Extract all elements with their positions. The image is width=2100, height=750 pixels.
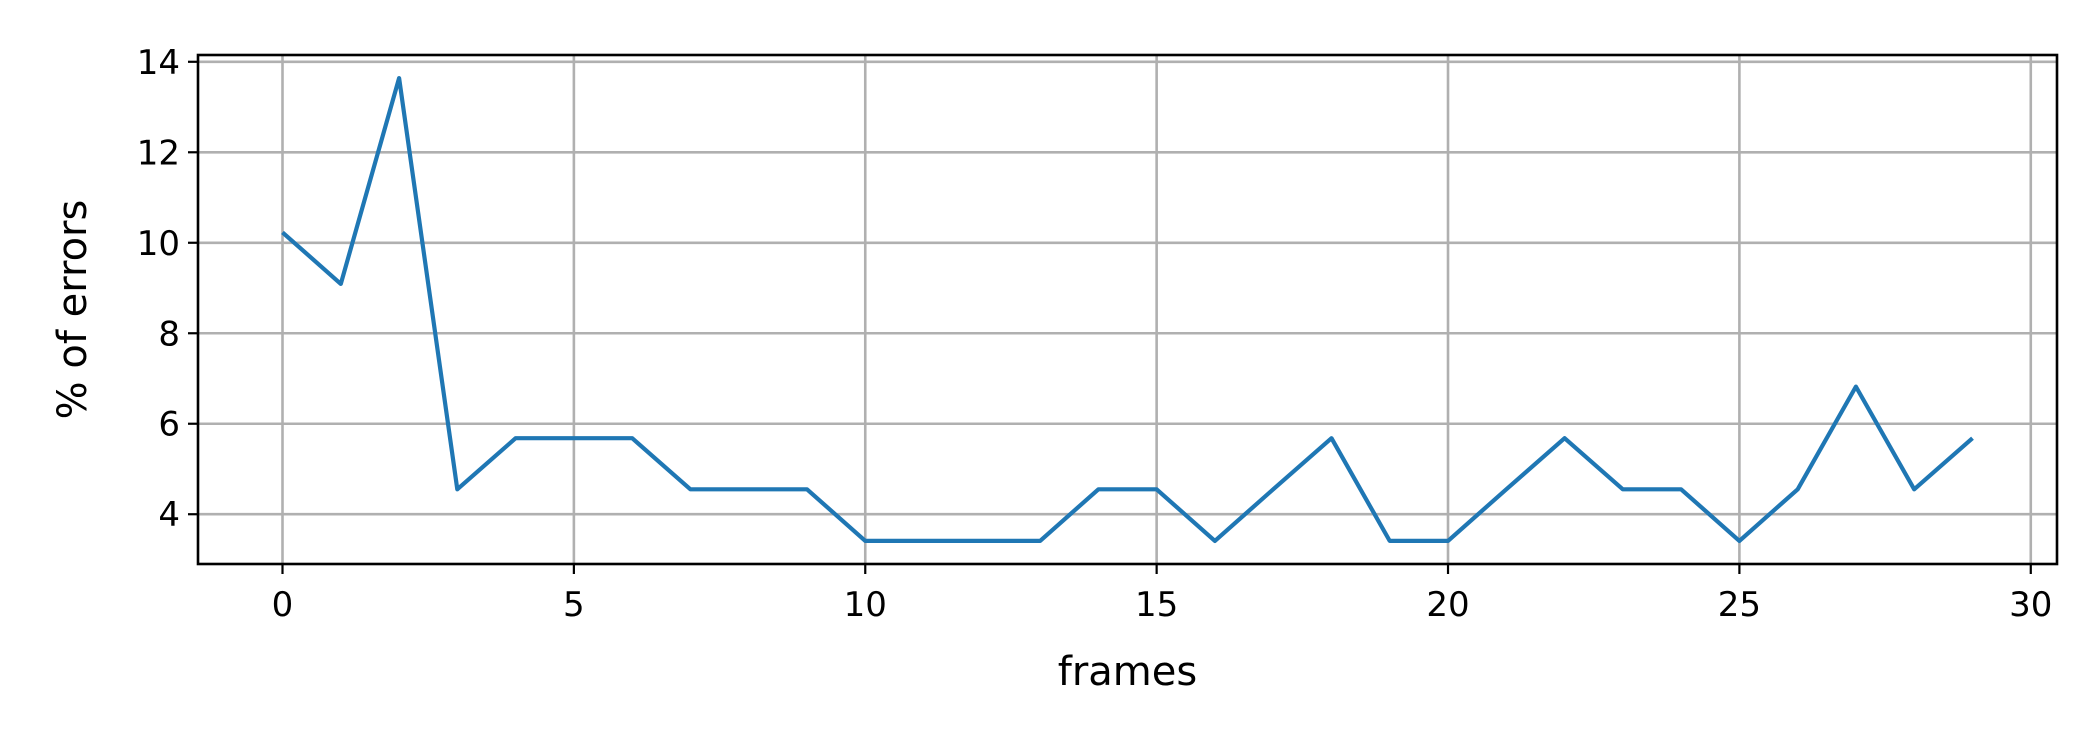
- x-tick-label: 10: [844, 585, 887, 625]
- y-tick-label: 6: [158, 405, 180, 445]
- plot-frame: [196, 53, 2059, 566]
- y-tick-label: 4: [158, 495, 180, 535]
- y-axis-title: % of errors: [50, 200, 96, 420]
- x-tick-label: 30: [2009, 585, 2052, 625]
- x-tick-label: 0: [272, 585, 294, 625]
- x-tick-label: 25: [1718, 585, 1761, 625]
- series-layer: [281, 75, 1974, 544]
- axis-ticks: 0 5 10 15 20 25 30 4 6 8 10 12 14: [137, 43, 2053, 625]
- y-tick-label: 12: [137, 133, 180, 173]
- series-line: [281, 75, 1974, 544]
- y-tick-label: 8: [158, 314, 180, 354]
- x-tick-label: 20: [1426, 585, 1469, 625]
- x-tick-label: 15: [1135, 585, 1178, 625]
- x-axis-title: frames: [1058, 649, 1197, 695]
- grid: [198, 55, 2057, 564]
- y-tick-label: 10: [137, 224, 180, 264]
- y-tick-label: 14: [137, 43, 180, 83]
- x-tick-label: 5: [563, 585, 585, 625]
